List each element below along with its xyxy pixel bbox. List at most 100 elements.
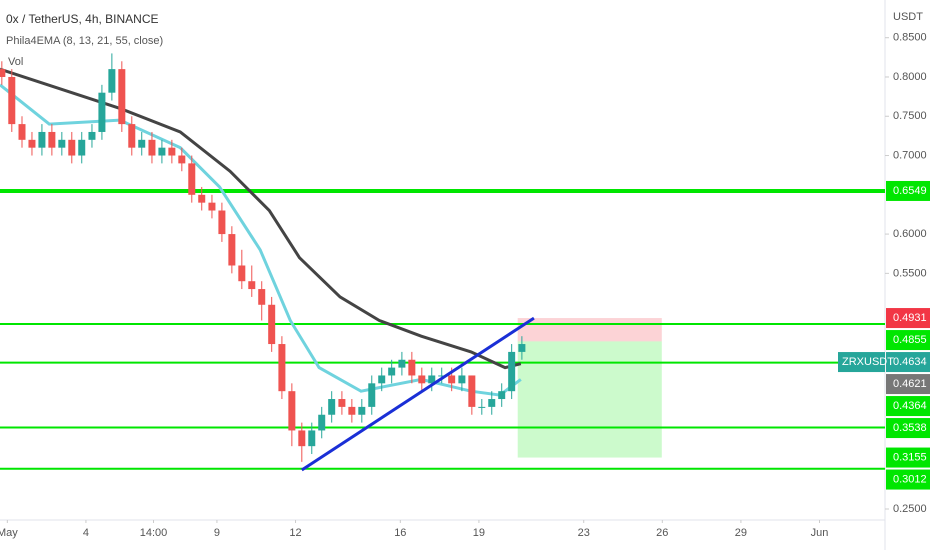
x-tick-label: 14:00 xyxy=(140,527,168,539)
x-tick-label: 12 xyxy=(289,527,301,539)
candle-body xyxy=(278,344,286,392)
price-label: 0.3012 xyxy=(893,473,927,485)
price-label-box xyxy=(886,352,930,373)
currency-label: USDT xyxy=(893,11,923,23)
symbol-label-box xyxy=(838,352,885,373)
candle-body xyxy=(348,406,356,415)
candle-body xyxy=(308,430,316,447)
candle-body xyxy=(358,406,366,415)
volume-label: Vol xyxy=(8,56,23,68)
candle-body xyxy=(438,375,446,377)
price-label: 0.4855 xyxy=(893,334,927,346)
candle-body xyxy=(168,147,176,156)
candle-body xyxy=(468,375,476,407)
x-tick-label: May xyxy=(0,527,18,539)
x-tick-label: Jun xyxy=(811,527,829,539)
candle-body xyxy=(458,375,466,384)
candle-body xyxy=(328,399,336,415)
y-tick-label: 0.8500 xyxy=(893,32,927,44)
candle-body xyxy=(28,139,36,148)
candle-body xyxy=(428,375,436,384)
candle-body xyxy=(188,163,196,195)
price-label: 0.4634 xyxy=(893,356,927,368)
price-label-box xyxy=(886,180,930,201)
candle-body xyxy=(388,367,396,376)
price-label-box xyxy=(886,469,930,490)
x-tick-label: 16 xyxy=(394,527,406,539)
y-tick-label: 0.7000 xyxy=(893,149,927,161)
candle-body xyxy=(98,92,106,132)
candle-body xyxy=(128,124,136,148)
x-tick-label: 26 xyxy=(656,527,668,539)
candle-body xyxy=(158,147,166,156)
price-label-box xyxy=(886,396,930,417)
candle-body xyxy=(178,155,186,164)
price-label: 0.3155 xyxy=(893,451,927,463)
candle-body xyxy=(248,281,256,290)
y-tick-label: 0.5500 xyxy=(893,267,927,279)
candle-body xyxy=(268,304,276,345)
price-label: 0.6549 xyxy=(893,185,927,197)
candle-body xyxy=(198,194,206,203)
price-label-box xyxy=(886,330,930,351)
price-label: 0.4931 xyxy=(893,312,927,324)
candle-body xyxy=(0,69,6,77)
price-label-box xyxy=(886,447,930,468)
x-tick-label: 23 xyxy=(578,527,590,539)
candle-body xyxy=(68,139,76,156)
x-tick-label: 19 xyxy=(473,527,485,539)
candle-body xyxy=(418,375,426,384)
x-tick-label: 4 xyxy=(83,527,89,539)
candle-body xyxy=(18,124,26,140)
candle-body xyxy=(298,430,306,447)
x-tick-label: 9 xyxy=(214,527,220,539)
candle-body xyxy=(338,399,346,407)
candle-body xyxy=(228,234,236,266)
candle-body xyxy=(118,69,126,125)
candle-body xyxy=(258,289,266,305)
y-tick-label: 0.2500 xyxy=(893,503,927,515)
target-zone xyxy=(517,341,662,458)
candle-body xyxy=(58,139,66,148)
candle-body xyxy=(78,139,86,156)
price-label-box xyxy=(886,374,930,395)
candle-body xyxy=(378,375,386,384)
price-label-box xyxy=(886,308,930,329)
candle-body xyxy=(148,139,156,156)
x-tick-label: 29 xyxy=(735,527,747,539)
candle-body xyxy=(478,406,486,408)
candle-body xyxy=(518,344,526,352)
candle-body xyxy=(368,383,376,407)
candle-body xyxy=(48,131,56,148)
indicator-label: Phila4EMA (8, 13, 21, 55, close) xyxy=(6,35,163,47)
candle-body xyxy=(508,351,516,392)
candle-body xyxy=(218,210,226,235)
candle-body xyxy=(288,391,296,431)
candle-body xyxy=(38,131,46,148)
stop-zone xyxy=(517,318,662,342)
candle-body xyxy=(408,359,416,376)
price-label: 0.4621 xyxy=(893,378,927,390)
symbol-title: 0x / TetherUS, 4h, BINANCE xyxy=(6,12,159,26)
candle-body xyxy=(208,202,216,211)
price-label: 0.4364 xyxy=(893,400,927,412)
candle-body xyxy=(88,131,96,140)
y-tick-label: 0.6000 xyxy=(893,228,927,240)
candle-body xyxy=(398,359,406,368)
price-label: 0.3538 xyxy=(893,422,927,434)
candle-body xyxy=(318,414,326,431)
candle-body xyxy=(498,391,506,400)
trendline xyxy=(300,316,535,472)
candle-body xyxy=(138,139,146,148)
y-tick-label: 0.7500 xyxy=(893,110,927,122)
y-tick-label: 0.8000 xyxy=(893,71,927,83)
symbol-label: ZRXUSDT xyxy=(842,356,894,368)
price-label-box xyxy=(886,418,930,439)
candle-body xyxy=(448,375,456,384)
candle-body xyxy=(238,265,246,282)
candle-body xyxy=(8,76,16,125)
candle-body xyxy=(108,69,116,93)
